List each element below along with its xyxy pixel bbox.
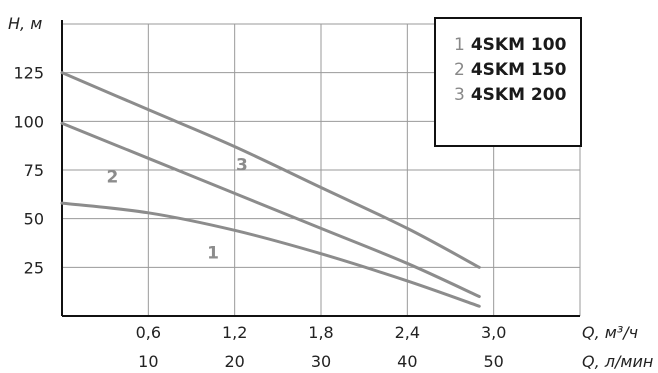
x-tick-label-primary: 1,2 xyxy=(222,323,247,342)
y-tick-label: 25 xyxy=(24,258,44,277)
pump-curves xyxy=(60,71,481,308)
x-tick-label-primary: 0,6 xyxy=(136,323,161,342)
legend: 1 4SKM 100 2 4SKM 150 3 4SKM 200 xyxy=(434,17,582,147)
y-axis-label: H, м xyxy=(8,14,42,33)
legend-model: 4SKM 150 xyxy=(470,60,567,80)
legend-item: 3 4SKM 200 xyxy=(454,83,580,108)
curve-number-label: 1 xyxy=(207,243,219,263)
curve-number-label: 2 xyxy=(106,167,118,187)
y-tick-label: 75 xyxy=(24,161,44,180)
pump-curve-3 xyxy=(60,71,481,269)
x-tick-label-secondary: 10 xyxy=(138,352,158,371)
legend-model: 4SKM 200 xyxy=(470,85,567,105)
y-tick-label: 125 xyxy=(13,64,44,83)
legend-number: 3 xyxy=(454,85,465,105)
x-tick-label-primary: 2,4 xyxy=(395,323,420,342)
x-axis-label-secondary: Q, л/мин xyxy=(582,352,653,371)
x-tick-label-secondary: 40 xyxy=(397,352,417,371)
curve-number-labels: 1 2 3 xyxy=(106,156,247,264)
legend-number: 2 xyxy=(454,60,465,80)
tick-labels: 125 100 75 50 25 0,6 10 1,2 20 1,8 30 2,4 40 3,0 50 xyxy=(13,64,506,371)
x-axis-label-primary: Q, м³/ч xyxy=(582,323,638,342)
y-tick-label: 100 xyxy=(13,112,44,131)
x-tick-label-secondary: 30 xyxy=(311,352,331,371)
curve-number-label: 3 xyxy=(236,156,248,176)
y-tick-label: 50 xyxy=(24,210,44,229)
legend-item: 2 4SKM 150 xyxy=(454,58,580,83)
pump-curve-1 xyxy=(60,201,481,308)
legend-number: 1 xyxy=(454,35,465,55)
pump-curve-2 xyxy=(60,121,481,299)
legend-item: 1 4SKM 100 xyxy=(454,33,580,58)
x-tick-label-primary: 3,0 xyxy=(481,323,506,342)
legend-model: 4SKM 100 xyxy=(470,35,567,55)
axes xyxy=(61,20,580,317)
x-tick-label-secondary: 50 xyxy=(483,352,503,371)
x-tick-label-primary: 1,8 xyxy=(308,323,333,342)
x-tick-label-secondary: 20 xyxy=(224,352,244,371)
